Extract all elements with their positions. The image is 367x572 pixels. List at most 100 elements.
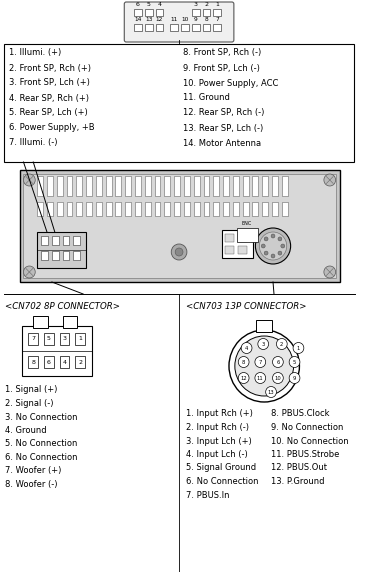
Bar [125, 176, 131, 196]
Text: 2. Input Rch (-): 2. Input Rch (-) [186, 423, 249, 432]
Text: 7. Illumi. (-): 7. Illumi. (-) [9, 138, 57, 148]
Bar [28, 356, 38, 368]
Text: <CN703 13P CONNECTOR>: <CN703 13P CONNECTOR> [186, 302, 306, 311]
Text: 7. PBUS.In: 7. PBUS.In [186, 491, 229, 499]
Bar [52, 251, 59, 260]
Bar [174, 202, 180, 216]
Circle shape [261, 244, 265, 248]
Bar [60, 356, 69, 368]
Bar [223, 202, 229, 216]
Circle shape [289, 356, 300, 367]
Text: ENC: ENC [241, 221, 252, 226]
Text: 5. No Connection: 5. No Connection [5, 439, 77, 448]
Text: 4: 4 [245, 345, 248, 351]
Circle shape [259, 232, 287, 260]
Text: 8. Front SP, Rch (-): 8. Front SP, Rch (-) [183, 49, 261, 58]
Bar [262, 176, 268, 196]
Bar [28, 333, 38, 345]
Text: 13: 13 [145, 17, 152, 22]
Text: 1: 1 [215, 2, 219, 7]
Circle shape [235, 336, 294, 396]
Text: 4. Ground: 4. Ground [5, 426, 47, 435]
Text: 4. Input Lch (-): 4. Input Lch (-) [186, 450, 248, 459]
Bar [252, 202, 258, 216]
Bar [76, 176, 82, 196]
Text: 6. Power Supply, +B: 6. Power Supply, +B [9, 124, 94, 133]
Bar [233, 176, 239, 196]
Bar [238, 246, 247, 254]
Text: 8: 8 [204, 17, 208, 22]
Bar [156, 9, 163, 16]
Bar [96, 202, 102, 216]
Bar [243, 202, 248, 216]
Circle shape [264, 251, 268, 255]
Bar [44, 356, 54, 368]
Text: 14. Motor Antenna: 14. Motor Antenna [183, 138, 261, 148]
Text: 9: 9 [293, 375, 296, 380]
Text: 2: 2 [280, 341, 284, 347]
Circle shape [23, 174, 35, 186]
Bar [57, 176, 63, 196]
Bar [204, 202, 210, 216]
Text: 1. Input Rch (+): 1. Input Rch (+) [186, 410, 253, 419]
Bar [73, 251, 80, 260]
Bar [203, 9, 210, 16]
Text: 11: 11 [257, 375, 264, 380]
Text: 12: 12 [156, 17, 163, 22]
Text: 3. Front SP, Lch (+): 3. Front SP, Lch (+) [9, 78, 90, 88]
Bar [33, 316, 48, 328]
Bar [225, 246, 234, 254]
Circle shape [273, 356, 283, 367]
Bar [116, 176, 121, 196]
Text: 6: 6 [47, 359, 51, 364]
Bar [66, 176, 72, 196]
Text: 3. No Connection: 3. No Connection [5, 412, 77, 422]
Bar [116, 202, 121, 216]
Bar [237, 228, 258, 242]
Bar [145, 9, 153, 16]
Text: 13. P.Ground: 13. P.Ground [271, 477, 324, 486]
Bar [75, 333, 85, 345]
Text: 1: 1 [297, 345, 300, 351]
Bar [238, 234, 247, 242]
Text: 10. No Connection: 10. No Connection [271, 436, 349, 446]
Text: 2. Signal (-): 2. Signal (-) [5, 399, 53, 408]
Text: 7: 7 [31, 336, 35, 341]
Circle shape [278, 251, 282, 255]
Text: 6: 6 [276, 359, 280, 364]
Circle shape [281, 244, 285, 248]
Text: 3: 3 [194, 2, 198, 7]
Bar [222, 230, 254, 258]
Bar [203, 24, 210, 31]
Text: 11: 11 [171, 17, 178, 22]
Circle shape [271, 234, 275, 238]
Text: 2: 2 [78, 359, 82, 364]
Text: 10: 10 [181, 17, 189, 22]
Circle shape [273, 372, 283, 383]
Bar [192, 9, 200, 16]
Bar [156, 24, 163, 31]
Text: 6. No Connection: 6. No Connection [5, 453, 77, 462]
Bar [106, 176, 112, 196]
Bar [47, 202, 53, 216]
Text: 10: 10 [275, 375, 281, 380]
Text: 4: 4 [63, 359, 66, 364]
Bar [282, 176, 288, 196]
Circle shape [255, 372, 266, 383]
Bar [86, 176, 92, 196]
Bar [192, 24, 200, 31]
Bar [213, 24, 221, 31]
Bar [164, 202, 170, 216]
Bar [194, 176, 200, 196]
Bar [213, 176, 219, 196]
Bar [37, 176, 43, 196]
Bar [22, 326, 92, 376]
Text: 7. Woofer (+): 7. Woofer (+) [5, 467, 61, 475]
Text: 12. Rear SP, Rch (-): 12. Rear SP, Rch (-) [183, 109, 264, 117]
Text: <CN702 8P CONNECTOR>: <CN702 8P CONNECTOR> [5, 302, 120, 311]
Circle shape [289, 372, 300, 383]
Bar [134, 9, 142, 16]
Bar [73, 236, 80, 245]
Bar [145, 202, 151, 216]
Text: 3: 3 [63, 336, 66, 341]
